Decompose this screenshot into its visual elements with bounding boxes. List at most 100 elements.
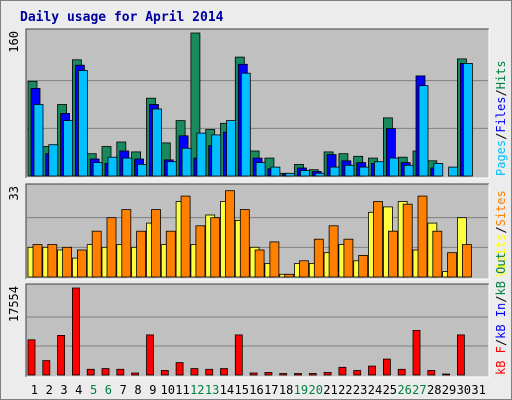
y-max-label: 160 xyxy=(7,31,21,53)
bar-pages-day-27 xyxy=(418,85,429,177)
bar-kb-f-day-17 xyxy=(264,372,273,376)
legend-item: / xyxy=(494,339,508,346)
bar-pages-day-4 xyxy=(78,70,88,177)
bar-kb-f-day-27 xyxy=(412,329,421,376)
panel-border-shadow xyxy=(25,183,489,279)
panel-background xyxy=(26,284,489,377)
bar-sites-day-16 xyxy=(254,249,265,278)
bar-sites-day-22 xyxy=(343,238,354,278)
x-tick-label: 17 xyxy=(264,383,278,397)
x-tick-label: 22 xyxy=(338,383,352,397)
bar-pages-day-10 xyxy=(166,161,177,177)
bar-pages-day-24 xyxy=(374,161,384,177)
bar-pages-day-12 xyxy=(196,132,207,177)
bar-pages-day-9 xyxy=(152,108,162,177)
chart-title: Daily usage for April 2014 xyxy=(20,10,224,25)
x-tick-label: 18 xyxy=(279,383,293,397)
bar-sites-day-3 xyxy=(62,246,72,278)
chart-panels: 160Pages/Files/Hits33Visits/Sites17554kB… xyxy=(7,28,508,378)
panel-border-shadow xyxy=(25,283,489,377)
bar-sites-day-8 xyxy=(136,230,147,278)
bar-kb-f-day-9 xyxy=(146,334,154,376)
bar-kb-f-day-29 xyxy=(442,373,451,376)
bar-sites-day-20 xyxy=(313,238,324,278)
legend-visits-sites: Visits/Sites xyxy=(494,190,508,277)
bar-kb-f-day-23 xyxy=(353,370,362,376)
legend-hits-files-pages: Pages/Files/Hits xyxy=(494,60,508,176)
x-tick-label: 3 xyxy=(60,383,67,397)
bar-sites-day-23 xyxy=(358,254,369,278)
y-max-label: 17554 xyxy=(7,286,21,322)
bar-pages-day-11 xyxy=(181,147,192,177)
x-tick-label: 25 xyxy=(383,383,397,397)
y-max-label: 33 xyxy=(7,186,21,200)
panel-kbytes: 17554 kB F/kB In/kB Out xyxy=(7,252,508,378)
bar-pages-day-29 xyxy=(448,166,459,177)
x-tick-label: 29 xyxy=(442,383,456,397)
bar-pages-day-15 xyxy=(240,72,251,177)
legend-item: kB In xyxy=(494,303,508,339)
bar-sites-day-1 xyxy=(32,244,43,278)
bar-kb-f-day-24 xyxy=(368,365,376,376)
x-axis-day-labels: 1 2 3 4 5 6 7 8 9 10 11 12 13 14 15 16 17 18 19 20 21 22 23 24 2… xyxy=(31,383,486,397)
bar-pages-day-26 xyxy=(403,164,414,177)
bar-sites-day-14 xyxy=(225,190,235,278)
bar-sites-day-11 xyxy=(180,195,191,278)
bar-kb-f-day-16 xyxy=(249,372,258,376)
bar-sites-day-6 xyxy=(106,217,117,278)
x-tick-label: 6 xyxy=(105,383,112,397)
bar-pages-day-5 xyxy=(92,162,103,177)
bar-sites-day-21 xyxy=(328,225,339,278)
x-tick-label: 11 xyxy=(175,383,189,397)
bar-kb-f-day-30 xyxy=(456,334,465,376)
bar-pages-day-23 xyxy=(359,166,370,177)
bar-kb-f-day-4 xyxy=(72,287,80,376)
bar-kb-f-day-12 xyxy=(190,368,199,376)
bar-kb-f-day-19 xyxy=(294,373,302,376)
legend-kbytes: kB F/kB In/kB Out xyxy=(494,252,508,375)
x-tick-label: 24 xyxy=(368,383,382,397)
panel-visits-sites: 33 Visits/Sites xyxy=(7,183,508,280)
bar-sites-day-26 xyxy=(402,203,413,278)
bar-sites-day-24 xyxy=(373,201,383,278)
bar-kb-f-day-5 xyxy=(86,368,95,376)
panel-border-highlight xyxy=(26,284,490,378)
bar-kb-f-day-22 xyxy=(338,366,347,376)
x-tick-label: 19 xyxy=(294,383,308,397)
legend-item: / xyxy=(494,133,508,140)
bar-kb-f-day-15 xyxy=(234,334,243,376)
bar-kb-f-day-18 xyxy=(279,373,288,376)
bar-sites-day-10 xyxy=(165,230,176,278)
bar-pages-day-8 xyxy=(137,163,148,177)
x-tick-label: 31 xyxy=(471,383,485,397)
panel-border-shadow xyxy=(25,28,489,178)
x-tick-label: 4 xyxy=(75,383,82,397)
bar-pages-day-17 xyxy=(270,166,281,177)
panel-border-highlight xyxy=(26,29,490,179)
bar-kb-f-day-20 xyxy=(308,373,317,376)
legend-item: Hits xyxy=(494,60,508,89)
bar-pages-day-3 xyxy=(63,120,73,177)
bar-sites-day-25 xyxy=(387,230,398,278)
bar-kb-f-day-3 xyxy=(57,334,65,376)
legend-item: Pages xyxy=(494,140,508,176)
x-tick-label: 30 xyxy=(457,383,471,397)
bar-pages-day-7 xyxy=(122,157,133,177)
legend-item: Files xyxy=(494,97,508,133)
bar-sites-day-29 xyxy=(447,252,458,278)
bar-kb-f-day-7 xyxy=(116,368,125,376)
bar-kb-f-day-25 xyxy=(382,358,391,376)
bar-sites-day-15 xyxy=(239,209,250,278)
bar-sites-day-7 xyxy=(121,209,132,278)
bar-pages-day-22 xyxy=(344,164,355,177)
bar-sites-day-9 xyxy=(151,209,161,278)
bar-pages-day-30 xyxy=(462,63,473,177)
bar-sites-day-2 xyxy=(47,244,58,278)
bar-kb-f-day-2 xyxy=(42,360,51,376)
bar-kb-f-day-21 xyxy=(323,372,332,376)
legend-item: Sites xyxy=(494,190,508,226)
legend-item: / xyxy=(494,226,508,233)
bar-kb-f-day-10 xyxy=(160,370,169,376)
bar-pages-day-2 xyxy=(48,144,59,177)
